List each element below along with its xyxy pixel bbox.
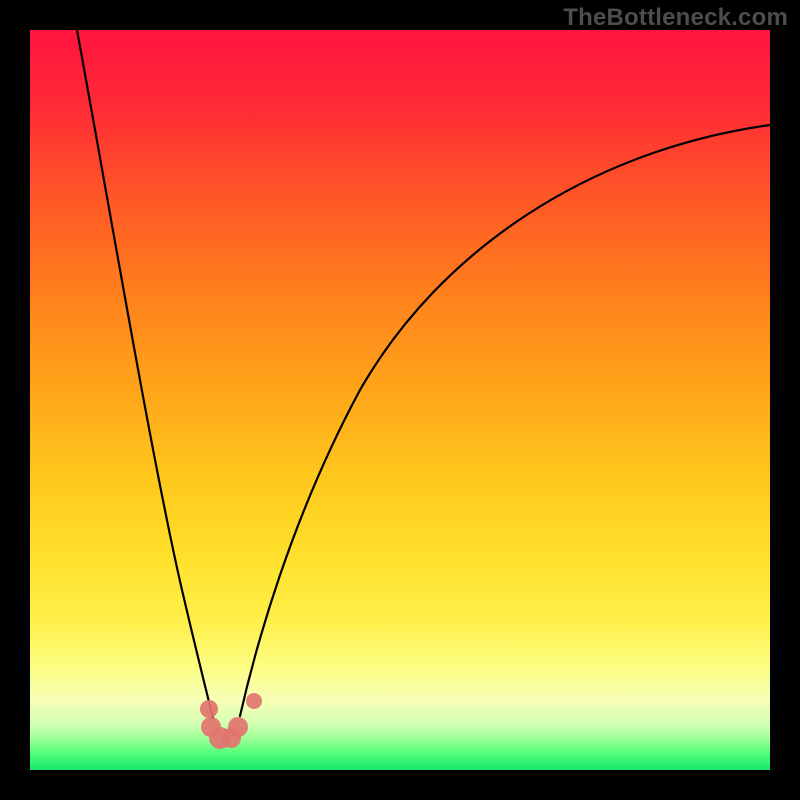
gradient-background bbox=[30, 30, 770, 770]
chart-frame: TheBottleneck.com bbox=[0, 0, 800, 800]
watermark-text: TheBottleneck.com bbox=[563, 4, 788, 32]
chart-svg bbox=[0, 0, 800, 800]
bottleneck-marker bbox=[246, 693, 262, 709]
bottleneck-marker bbox=[228, 717, 248, 737]
bottleneck-marker bbox=[200, 700, 218, 718]
